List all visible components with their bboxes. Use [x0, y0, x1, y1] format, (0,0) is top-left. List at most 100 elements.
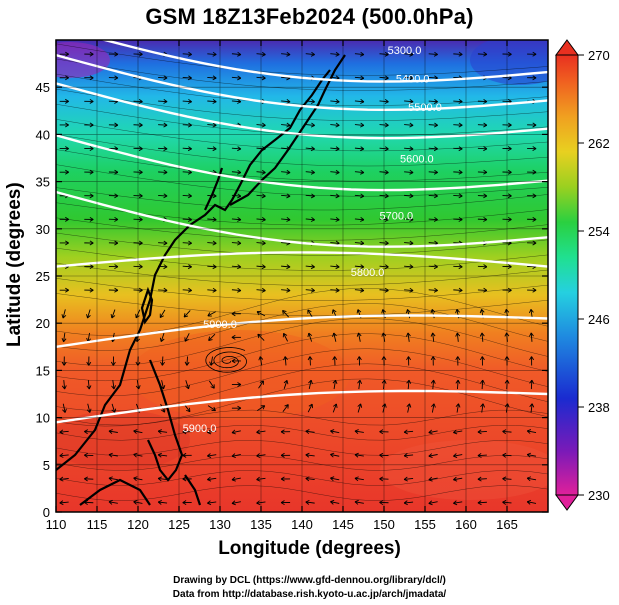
- wind-arrowhead: [261, 287, 266, 293]
- wind-arrowhead: [455, 379, 461, 384]
- colorbar-top-arrow: [555, 39, 579, 56]
- wind-arrowhead: [187, 240, 192, 246]
- wind-arrow: [307, 403, 313, 413]
- wind-arrowhead: [360, 169, 365, 175]
- wind-arrow: [158, 171, 168, 173]
- wind-arrowhead: [507, 122, 512, 128]
- wind-arrow: [207, 454, 217, 457]
- wind-arrow: [330, 477, 340, 481]
- wind-arrowhead: [286, 169, 291, 175]
- contour-labels: 5300.0 5400.0 5500.0 5600.0 5700.0 5800.0 5900…: [183, 45, 442, 435]
- wind-arrow: [158, 242, 168, 244]
- wind-arrow: [453, 454, 463, 457]
- wind-arrowhead: [381, 403, 387, 408]
- chart-title: GSM 18Z13Feb2024 (500.0hPa): [145, 4, 474, 29]
- wind-arrow: [281, 171, 291, 174]
- contour-label: 5500.0: [408, 102, 442, 114]
- wind-arrow: [432, 380, 435, 390]
- wind-arrow: [330, 53, 340, 56]
- wind-arrowhead: [428, 429, 433, 435]
- wind-arrow: [477, 431, 487, 433]
- warm-anomaly: [130, 330, 350, 420]
- wind-arrowhead: [433, 193, 438, 199]
- wind-arrowhead: [335, 264, 340, 270]
- wind-arrowhead: [409, 51, 414, 57]
- wind-arrowhead: [187, 146, 192, 152]
- wind-arrow: [182, 171, 192, 173]
- wind-arrow: [456, 332, 459, 342]
- wind-arrowhead: [310, 193, 315, 199]
- x-tick-label: 125: [168, 517, 190, 532]
- wind-arrowhead: [502, 429, 507, 435]
- wind-arrowhead: [360, 217, 365, 222]
- y-tick-label: 20: [36, 316, 50, 331]
- wind-arrow: [330, 501, 340, 504]
- wind-arrowhead: [138, 193, 143, 199]
- wind-arrowhead: [307, 356, 313, 361]
- wind-arrow: [59, 454, 69, 457]
- wind-arrowhead: [430, 356, 436, 361]
- wind-arrow: [207, 430, 217, 433]
- wind-arrow: [281, 218, 291, 221]
- wind-arrow: [453, 124, 463, 126]
- wind-arrowhead: [207, 453, 212, 458]
- wind-arrow: [305, 171, 315, 174]
- wind-arrowhead: [433, 99, 438, 104]
- wind-arrow: [108, 477, 118, 481]
- wind-arrowhead: [453, 453, 458, 458]
- wind-arrow: [404, 454, 414, 457]
- wind-arrow: [210, 356, 213, 366]
- wind-arrowhead: [384, 217, 389, 222]
- wind-arrow: [281, 124, 291, 126]
- wind-arrow: [87, 332, 90, 342]
- wind-arrowhead: [356, 309, 362, 314]
- wind-arrow: [108, 501, 118, 504]
- wind-arrowhead: [403, 500, 408, 506]
- wind-arrow: [231, 53, 241, 56]
- wind-arrowhead: [526, 499, 532, 505]
- wind-arrowhead: [187, 99, 192, 104]
- wind-arrow: [477, 454, 487, 457]
- wind-arrowhead: [210, 384, 215, 389]
- wind-arrowhead: [308, 403, 313, 409]
- wind-arrow: [305, 430, 315, 433]
- wind-arrowhead: [308, 379, 313, 385]
- wind-arrowhead: [532, 193, 537, 199]
- wind-arrowhead: [455, 332, 461, 337]
- colorbar-label: 262: [588, 136, 610, 151]
- wind-arrowhead: [163, 264, 168, 270]
- wind-arrowhead: [114, 122, 119, 128]
- wind-arrowhead: [187, 75, 192, 81]
- wind-arrow: [305, 147, 315, 150]
- wind-arrowhead: [284, 404, 289, 409]
- wind-arrow: [354, 76, 364, 79]
- wind-arrowhead: [360, 75, 365, 81]
- wind-arrow: [158, 100, 168, 103]
- wind-arrowhead: [477, 429, 482, 435]
- wind-arrowhead: [212, 217, 217, 222]
- wind-arrow: [330, 265, 340, 268]
- wind-arrow: [354, 242, 364, 244]
- wind-arrow: [208, 333, 216, 341]
- x-tick-label: 155: [414, 517, 436, 532]
- x-tick-label: 145: [332, 517, 354, 532]
- wind-arrow: [158, 289, 168, 291]
- wind-arrowhead: [212, 122, 217, 128]
- wind-arrow: [231, 430, 241, 434]
- wind-arrow: [354, 477, 364, 481]
- wind-arrow: [158, 454, 168, 457]
- wind-arrowhead: [330, 452, 335, 458]
- wind-arrow: [404, 124, 414, 126]
- wind-arrowhead: [261, 51, 266, 57]
- wind-arrowhead: [332, 356, 338, 361]
- wind-arrow: [207, 311, 216, 317]
- wind-arrow: [231, 477, 241, 481]
- wind-arrowhead: [433, 122, 438, 128]
- contour-label: 5700.0: [379, 210, 413, 222]
- wind-arrowhead: [332, 309, 337, 314]
- wind-arrowhead: [65, 75, 69, 81]
- wind-arrow: [182, 265, 192, 268]
- wind-arrow: [307, 309, 313, 318]
- wind-arrowhead: [157, 499, 162, 505]
- wind-arrowhead: [356, 356, 362, 361]
